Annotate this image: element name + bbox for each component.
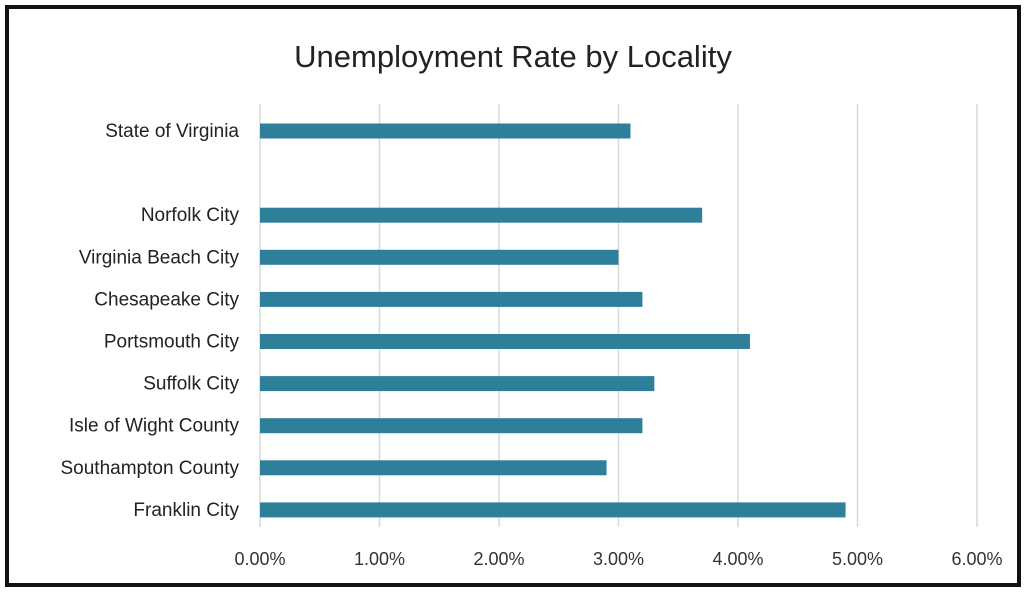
x-tick-label: 6.00% [951,549,1002,569]
category-label: Isle of Wight County [69,416,240,437]
bar [260,376,654,391]
x-tick-labels: 0.00% 1.00% 2.00% 3.00% 4.00% 5.00% 6.00% [234,549,1002,569]
category-label: Chesapeake City [94,289,239,310]
x-tick-label: 3.00% [593,549,644,569]
category-label: Virginia Beach City [79,247,240,268]
bar [260,502,846,517]
bar [260,334,750,349]
bars [260,124,846,518]
x-tick-label: 2.00% [473,549,524,569]
category-label: Portsmouth City [104,332,240,353]
x-tick-label: 5.00% [832,549,883,569]
bar [260,292,642,307]
category-labels: State of Virginia Norfolk City Virginia Be… [60,121,239,521]
x-tick-label: 1.00% [354,549,405,569]
category-label: Southampton County [60,458,239,479]
bar [260,418,642,433]
category-label: Suffolk City [143,374,239,395]
chart-frame: Unemployment Rate by Locality State of V… [5,5,1021,587]
category-label: Franklin City [133,500,239,521]
bar-chart: State of Virginia Norfolk City Virginia Be… [9,9,1017,583]
x-tick-label: 4.00% [712,549,763,569]
x-tick-label: 0.00% [234,549,285,569]
bar [260,460,607,475]
bar [260,208,702,223]
category-label: Norfolk City [141,205,240,226]
category-label: State of Virginia [105,121,239,142]
bar [260,250,619,265]
bar [260,124,630,139]
